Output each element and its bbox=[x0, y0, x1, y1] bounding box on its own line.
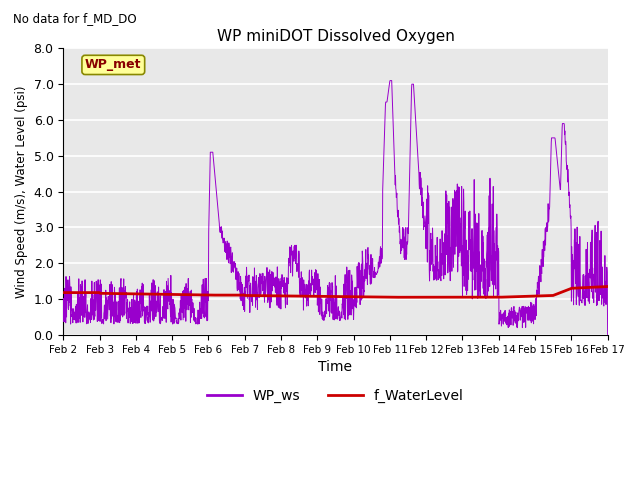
WP_ws bbox=[588, 237, 596, 242]
Y-axis label: Wind Speed (m/s), Water Level (psi): Wind Speed (m/s), Water Level (psi) bbox=[15, 85, 28, 298]
Legend: WP_ws, f_WaterLevel: WP_ws, f_WaterLevel bbox=[202, 383, 470, 408]
WP_ws bbox=[588, 227, 596, 233]
f_WaterLevel bbox=[592, 284, 600, 290]
f_WaterLevel bbox=[60, 290, 67, 296]
Text: WP_met: WP_met bbox=[85, 59, 141, 72]
WP_ws bbox=[386, 78, 394, 84]
Line: WP_ws: WP_ws bbox=[63, 81, 607, 335]
f_WaterLevel bbox=[604, 284, 611, 289]
WP_ws bbox=[87, 314, 95, 320]
f_WaterLevel bbox=[507, 294, 515, 300]
X-axis label: Time: Time bbox=[319, 360, 353, 374]
WP_ws bbox=[604, 332, 611, 338]
f_WaterLevel bbox=[321, 294, 329, 300]
f_WaterLevel bbox=[354, 294, 362, 300]
Text: No data for f_MD_DO: No data for f_MD_DO bbox=[13, 12, 136, 25]
f_WaterLevel bbox=[387, 294, 394, 300]
WP_ws bbox=[324, 290, 332, 296]
WP_ws bbox=[60, 318, 67, 324]
WP_ws bbox=[310, 290, 317, 296]
f_WaterLevel bbox=[318, 294, 326, 300]
WP_ws bbox=[488, 201, 496, 207]
Title: WP miniDOT Dissolved Oxygen: WP miniDOT Dissolved Oxygen bbox=[216, 29, 454, 44]
f_WaterLevel bbox=[383, 294, 391, 300]
Line: f_WaterLevel: f_WaterLevel bbox=[63, 287, 607, 297]
